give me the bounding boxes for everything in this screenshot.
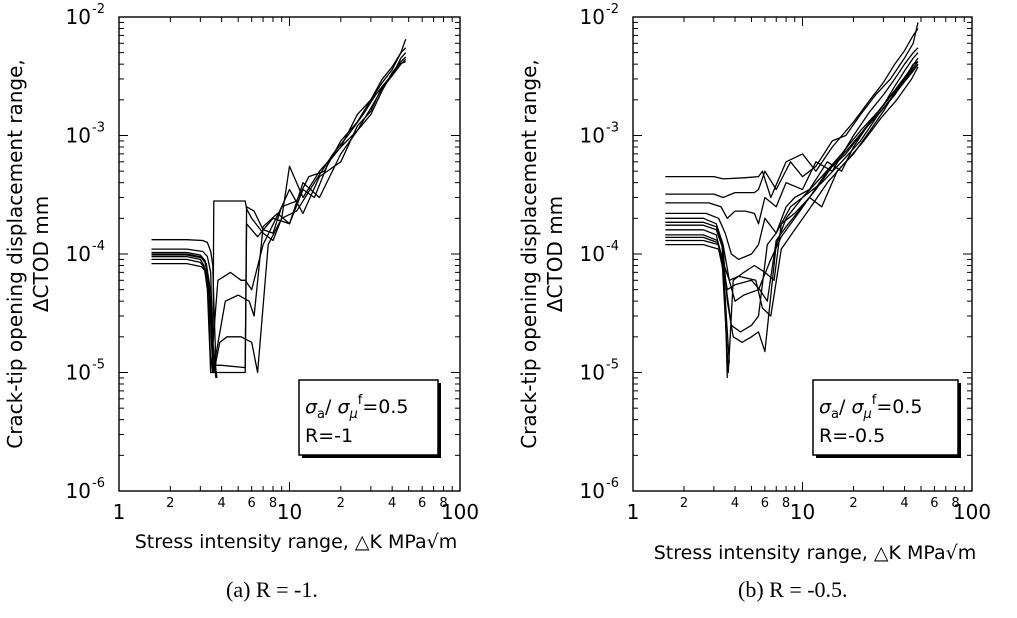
y-tick-label: 10 xyxy=(580,124,605,148)
y-tick-label: 10 xyxy=(66,479,91,503)
x-tick-label: 1 xyxy=(627,500,640,524)
x-minor-tick-label: 2 xyxy=(849,496,857,511)
y-tick-label: 10 xyxy=(66,124,91,148)
series-line-6 xyxy=(151,60,406,374)
x-minor-tick-label: 6 xyxy=(930,496,938,511)
y-tick-label: 10 xyxy=(66,5,91,29)
y-tick-label-base: 10 xyxy=(580,5,605,29)
x-minor-tick-label: 8 xyxy=(439,496,447,511)
x-minor-tick-label: 8 xyxy=(951,496,959,511)
series-line-6 xyxy=(665,63,919,353)
y-tick-label: 10 xyxy=(580,242,605,266)
y-tick-label: 10 xyxy=(580,361,605,385)
y-tick-label-exponent: -6 xyxy=(92,476,105,491)
y-tick-label-base: 10 xyxy=(580,479,605,503)
x-minor-tick-label: 8 xyxy=(269,496,277,511)
series-line-10 xyxy=(665,57,919,333)
y-tick-label-exponent: -4 xyxy=(92,239,105,254)
caption-b: (b) R = -0.5. xyxy=(738,577,848,602)
y-axis-label: Crack-tip opening displacement range, xyxy=(517,59,541,449)
legend-box xyxy=(812,379,959,456)
y-tick-label-base: 10 xyxy=(580,242,605,266)
series-line-2 xyxy=(665,22,919,199)
series-line-4 xyxy=(151,47,407,374)
series-line-7 xyxy=(665,63,919,374)
x-minor-tick-label: 6 xyxy=(248,496,256,511)
y-tick-label-base: 10 xyxy=(66,5,91,29)
legend: σa/ σμf=0.5 R=-0.5 xyxy=(812,379,961,458)
caption-a: (a) R = -1. xyxy=(226,577,318,602)
x-minor-tick-label: 8 xyxy=(782,496,790,511)
y-tick-label-exponent: -2 xyxy=(606,2,619,17)
y-tick-label: 10 xyxy=(66,361,91,385)
y-tick-label: 10 xyxy=(580,5,605,29)
x-tick-label: 10 xyxy=(790,500,815,524)
y-axis-label-unit: ΔCTOD mm xyxy=(29,196,53,312)
series-line-8 xyxy=(665,61,919,302)
x-axis-label: Stress intensity range, △K MPa√m xyxy=(135,531,458,553)
y-axis-label-unit: ΔCTOD mm xyxy=(543,196,567,312)
legend-stress-ratio: σa/ σμf=0.5 xyxy=(819,393,923,422)
y-tick-label-exponent: -4 xyxy=(606,239,619,254)
x-minor-tick-label: 6 xyxy=(761,496,769,511)
y-tick-label-exponent: -2 xyxy=(92,2,105,17)
x-minor-tick-label: 4 xyxy=(388,496,396,511)
y-tick-label: 10 xyxy=(66,242,91,266)
x-tick-label: 100 xyxy=(441,500,479,524)
legend-stress-ratio: σa/ σμf=0.5 xyxy=(305,393,409,422)
y-tick-label-exponent: -6 xyxy=(606,476,619,491)
y-tick-label-exponent: -5 xyxy=(606,358,619,373)
x-tick-label: 10 xyxy=(277,500,302,524)
series-line-3 xyxy=(665,47,919,225)
y-tick-label-base: 10 xyxy=(66,242,91,266)
y-tick-label-exponent: -3 xyxy=(92,121,105,136)
series-line-7 xyxy=(151,251,217,378)
x-minor-tick-label: 4 xyxy=(900,496,908,511)
y-tick-label-exponent: -5 xyxy=(92,358,105,373)
x-tick-label: 100 xyxy=(953,500,991,524)
series-line-1 xyxy=(151,52,407,369)
y-axis-label: Crack-tip opening displacement range, xyxy=(3,59,27,449)
series-line-1 xyxy=(665,28,919,199)
legend-box xyxy=(298,379,439,456)
x-minor-tick-label: 2 xyxy=(166,496,174,511)
series-line-2 xyxy=(151,38,407,374)
x-minor-tick-label: 2 xyxy=(337,496,345,511)
x-minor-tick-label: 4 xyxy=(218,496,226,511)
x-minor-tick-label: 2 xyxy=(680,496,688,511)
series-line-5 xyxy=(665,61,919,302)
y-tick-label-base: 10 xyxy=(580,124,605,148)
series-line-12 xyxy=(665,236,730,364)
series-line-4 xyxy=(665,52,919,261)
x-minor-tick-label: 4 xyxy=(731,496,739,511)
legend-r-value: R=-1 xyxy=(305,425,353,447)
y-tick-label-base: 10 xyxy=(66,361,91,385)
y-tick-label: 10 xyxy=(580,479,605,503)
y-tick-label-exponent: -3 xyxy=(606,121,619,136)
x-minor-tick-label: 6 xyxy=(418,496,426,511)
y-tick-label-base: 10 xyxy=(66,479,91,503)
y-tick-label-base: 10 xyxy=(66,124,91,148)
legend-r-value: R=-0.5 xyxy=(819,425,885,447)
x-tick-label: 1 xyxy=(113,500,126,524)
series-line-8 xyxy=(151,254,218,378)
x-axis-label: Stress intensity range, △K MPa√m xyxy=(654,542,977,564)
y-tick-label-base: 10 xyxy=(580,361,605,385)
series-line-9 xyxy=(665,66,919,317)
legend: σa/ σμf=0.5 R=-1 xyxy=(298,379,441,458)
